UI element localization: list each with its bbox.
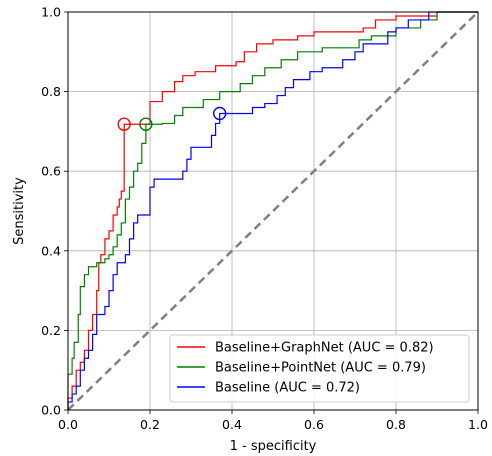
y-axis-label: Sensitivity — [12, 177, 27, 245]
legend-box — [169, 334, 470, 403]
x-tick-label: 0.2 — [140, 417, 160, 432]
chance-line — [67, 11, 479, 411]
operating-point-markers — [117, 106, 227, 131]
x-axis-ticks: 0.0 0.2 0.4 0.6 0.8 1.0 — [58, 410, 488, 432]
legend-entry: Baseline+GraphNet (AUC = 0.82) — [215, 341, 434, 356]
x-tick-label: 0.8 — [386, 417, 406, 432]
legend: Baseline+GraphNet (AUC = 0.82) Baseline+P… — [169, 334, 470, 403]
chance-diagonal — [67, 11, 479, 411]
operating-point-marker — [212, 106, 227, 121]
y-axis-ticks: 0.0 0.2 0.4 0.6 0.8 1.0 — [41, 5, 68, 418]
legend-entry: Baseline (AUC = 0.72) — [215, 381, 360, 396]
roc-curves — [67, 11, 478, 410]
y-tick-label: 0.0 — [41, 403, 61, 418]
x-axis-label: 1 - specificity — [230, 439, 317, 454]
operating-point-marker — [117, 117, 131, 131]
x-tick-label: 0.0 — [58, 417, 78, 432]
roc-curve-1 — [67, 11, 478, 410]
y-tick-label: 1.0 — [41, 5, 61, 20]
x-tick-label: 0.6 — [304, 417, 324, 432]
roc-curve-0 — [67, 11, 478, 410]
y-tick-label: 0.8 — [41, 84, 61, 99]
y-tick-label: 0.4 — [41, 243, 61, 258]
roc-curve-2 — [67, 11, 478, 410]
x-tick-label: 0.4 — [222, 417, 242, 432]
x-tick-label: 1.0 — [468, 417, 488, 432]
y-tick-label: 0.6 — [41, 164, 61, 179]
legend-entry: Baseline+PointNet (AUC = 0.79) — [215, 361, 426, 376]
operating-point-marker — [139, 117, 153, 131]
y-tick-label: 0.2 — [41, 323, 61, 338]
plot-frame — [67, 11, 479, 411]
